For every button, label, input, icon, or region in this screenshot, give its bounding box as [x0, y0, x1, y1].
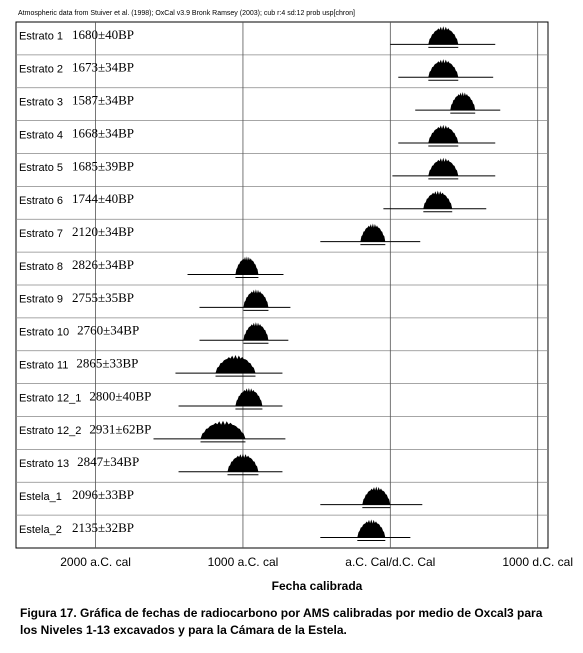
- header: Atmospheric data from Stuiver et al. (19…: [18, 10, 355, 17]
- row-label: Estrato 8: [19, 261, 63, 273]
- row-label: Estrato 12_2: [19, 425, 81, 437]
- row-date: 2826±34BP: [72, 257, 134, 272]
- distribution: [243, 289, 269, 308]
- row-label: Estrato 6: [19, 195, 63, 207]
- row-label: Estrato 12_1: [19, 392, 81, 404]
- distribution: [362, 486, 391, 505]
- distribution: [200, 420, 246, 439]
- row-label: Estrato 9: [19, 294, 63, 306]
- distribution: [227, 453, 259, 472]
- row-label: Estrato 7: [19, 228, 63, 240]
- row-label: Estrato 2: [19, 64, 63, 76]
- x-axis-title: Fecha calibrada: [272, 579, 363, 593]
- caption: Figura 17. Gráfica de fechas de radiocar…: [20, 606, 543, 620]
- row-date: 2135±32BP: [72, 520, 134, 535]
- x-tick-label: 1000 a.C. cal: [208, 555, 279, 569]
- distribution: [450, 92, 476, 111]
- row-date: 2847±34BP: [77, 454, 139, 469]
- row-label: Estela_1: [19, 491, 62, 503]
- row-label: Estrato 5: [19, 162, 63, 174]
- row-date: 1680±40BP: [72, 27, 134, 42]
- row-label: Estrato 11: [19, 359, 68, 371]
- row-date: 2755±35BP: [72, 290, 134, 305]
- row-label: Estrato 4: [19, 129, 63, 141]
- row-date: 1587±34BP: [72, 93, 134, 108]
- row-date: 2096±33BP: [72, 487, 134, 502]
- distribution: [428, 124, 459, 143]
- distribution: [360, 223, 386, 242]
- row-date: 1668±34BP: [72, 125, 134, 140]
- distribution: [428, 157, 459, 176]
- row-label: Estrato 13: [19, 458, 69, 470]
- x-tick-label: a.C. Cal/d.C. Cal: [345, 555, 435, 569]
- distribution: [215, 355, 256, 374]
- distribution: [428, 59, 459, 78]
- caption: los Niveles 1-13 excavados y para la Cám…: [20, 623, 347, 637]
- distribution: [235, 387, 263, 406]
- row-date: 2760±34BP: [77, 323, 139, 338]
- row-date: 2931±62BP: [89, 421, 151, 436]
- row-date: 2865±33BP: [76, 356, 138, 371]
- row-label: Estrato 1: [19, 31, 63, 43]
- row-label: Estrato 10: [19, 327, 69, 339]
- distribution: [243, 322, 269, 341]
- row-date: 2800±40BP: [89, 388, 151, 403]
- row-date: 1744±40BP: [72, 191, 134, 206]
- row-date: 1673±34BP: [72, 60, 134, 75]
- row-label: Estela_2: [19, 524, 62, 536]
- distribution: [428, 26, 459, 45]
- x-tick-label: 2000 a.C. cal: [60, 555, 131, 569]
- row-date: 1685±39BP: [72, 158, 134, 173]
- distribution: [235, 256, 259, 275]
- x-tick-label: 1000 d.C. cal: [502, 555, 573, 569]
- distribution: [357, 519, 386, 538]
- row-date: 2120±34BP: [72, 224, 134, 239]
- row-label: Estrato 3: [19, 96, 63, 108]
- distribution: [423, 190, 453, 209]
